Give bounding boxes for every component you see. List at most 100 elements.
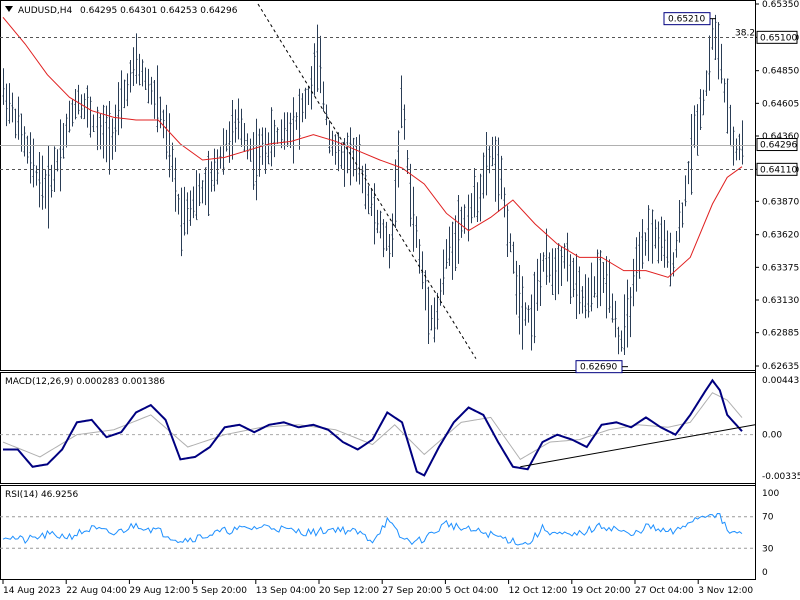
price-annotation: 0.65210 [668,15,705,25]
price-bar [560,246,563,286]
price-bar [593,276,596,298]
price-bar [96,106,99,151]
price-bar [174,157,177,212]
price-bar [666,230,669,268]
price-bar [192,186,195,219]
price-bar [515,260,518,315]
price-bar [65,113,68,148]
price-bar [427,286,430,345]
price-bar [346,132,349,174]
price-bar [400,75,403,129]
price-bar [554,248,557,301]
price-bar [647,205,650,262]
price-bar [741,120,744,165]
price-bar [177,193,180,215]
price-bar [406,149,409,174]
price-tick-label: 0.64850 [762,67,799,77]
price-bar [367,185,370,215]
price-bar [74,88,77,120]
price-bar [316,24,319,92]
price-bar [433,297,436,343]
price-bar [283,112,286,150]
price-bar [623,294,626,356]
macd-trend-line[interactable] [520,424,756,468]
price-bar [117,82,120,136]
price-bar [322,81,325,112]
price-bar [723,78,726,103]
price-bar [436,292,439,330]
price-bar [249,138,252,162]
price-bar [717,22,720,80]
price-bar [47,145,50,229]
price-bar [635,237,638,292]
rsi-pane[interactable] [0,485,756,580]
price-bar [524,302,527,326]
rsi-line [2,512,743,546]
rsi-title: RSI(14) 46.9256 [5,490,78,500]
axis-price-box-label: 0.65100 [760,33,797,43]
price-bar [617,326,620,355]
price-bar [720,43,723,84]
price-tick-label: 0.64605 [762,99,799,109]
price-bar [150,76,153,105]
price-bar [654,219,657,249]
price-bar [135,33,138,84]
price-bar [629,287,632,338]
rsi-tick-label: 30 [762,544,774,554]
price-bar [114,104,117,152]
price-bar [545,228,548,285]
price-bar [86,85,89,128]
price-bar [657,221,660,264]
price-bar [482,152,485,199]
axis-price-box-label: 0.64296 [760,141,797,151]
price-bar [334,134,337,165]
price-bar [231,99,234,160]
time-tick-label: 29 Aug 12:00 [129,586,190,596]
price-bar [675,231,678,258]
price-bar [711,18,714,50]
price-bar [463,204,466,234]
price-bar [569,254,572,304]
price-bar [204,167,207,206]
price-bar [596,249,599,309]
price-bar [56,149,59,172]
price-bar [684,175,687,207]
price-bar [273,119,276,158]
price-bar [138,53,141,86]
price-bar [171,142,174,182]
price-bar [310,66,313,110]
price-bar [669,232,672,287]
price-bar [681,202,684,228]
price-bar [111,118,114,160]
price-pane[interactable] [0,0,756,371]
price-bar [11,92,14,123]
price-bar [144,67,147,90]
price-bar [301,93,304,123]
collapse-arrow-icon[interactable] [5,6,13,12]
price-bar [385,221,388,251]
time-tick-label: 3 Nov 12:00 [698,586,753,596]
price-bar [325,104,328,126]
price-bar [542,252,545,272]
price-bar [415,216,418,248]
price-bar [581,286,584,314]
rsi-tick-label: 0 [762,568,768,578]
price-bar [699,89,702,131]
price-bar [620,330,623,352]
price-annotation: 0.62690 [580,363,617,373]
price-bar [186,192,189,235]
price-bar [566,232,569,282]
time-tick-label: 27 Oct 04:00 [635,586,694,596]
price-bar [548,252,551,283]
price-bar [521,276,524,350]
price-tick-label: 0.62635 [762,362,799,372]
price-bar [476,182,479,222]
time-tick-label: 27 Sep 20:00 [382,586,442,596]
price-tick-label: 0.62885 [762,329,799,339]
fib-label: 38.2 [735,29,755,39]
price-bar [255,118,258,201]
price-bar [418,239,421,274]
price-bar [572,257,575,298]
price-bar [602,262,605,293]
